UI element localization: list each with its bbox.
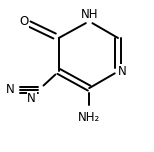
Text: N: N xyxy=(118,65,127,78)
Text: O: O xyxy=(19,15,28,28)
Text: N: N xyxy=(6,83,15,96)
Text: NH₂: NH₂ xyxy=(78,111,100,124)
Text: NH: NH xyxy=(80,8,98,21)
Text: N: N xyxy=(27,92,36,105)
